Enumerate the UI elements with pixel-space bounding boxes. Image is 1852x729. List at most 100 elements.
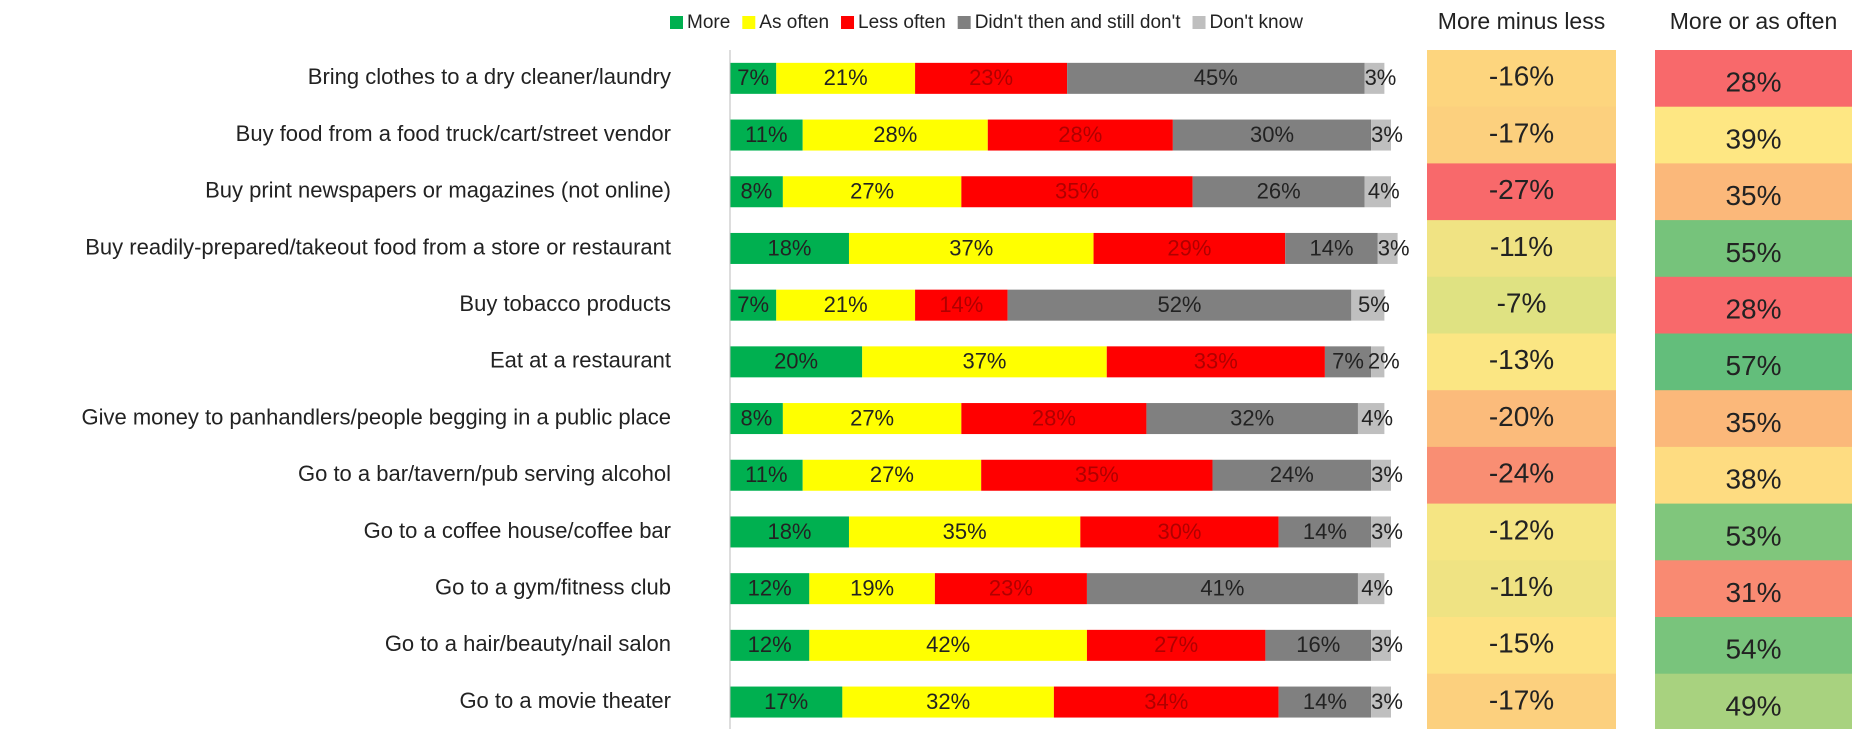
column-header: More or as often [1670,8,1837,34]
segment-label: 3% [1378,235,1410,260]
bar-segment [1086,573,1358,605]
bar-segment [802,119,988,151]
cell-label: -24% [1489,458,1554,489]
category-label: Go to a bar/tavern/pub serving alcohol [298,461,671,486]
heat-cell [1655,503,1852,561]
segment-label: 18% [767,235,811,260]
segment-label: 4% [1361,405,1393,430]
category-label: Go to a movie theater [459,688,671,713]
heat-cell [1655,673,1852,729]
heat-cell [1655,446,1852,505]
bar-segment [1357,573,1385,605]
bar-segment [1278,686,1372,718]
heat-cell [1655,560,1852,618]
heat-cell [1427,220,1616,278]
segment-label: 21% [824,292,868,317]
bar-segment [730,119,803,151]
legend-label: Less often [858,12,946,33]
bar-segment [862,346,1107,378]
category-label: Go to a hair/beauty/nail salon [385,631,671,656]
bar-segment [1007,289,1352,321]
heat-cell [1427,560,1616,618]
bar-segment [1351,289,1385,321]
segment-label: 34% [1144,689,1188,714]
bar-segment [848,516,1081,548]
segment-label: 3% [1365,65,1397,90]
bar-segment [981,459,1213,491]
segment-label: 7% [737,65,769,90]
bar-segment [730,346,863,378]
cell-label: -20% [1489,401,1554,432]
bar-segment [730,176,783,208]
segment-label: 23% [969,65,1013,90]
segment-label: 14% [1309,235,1353,260]
cell-label: 57% [1725,350,1781,381]
segment-label: 27% [850,405,894,430]
legend-swatch [742,16,756,29]
segment-label: 18% [767,519,811,544]
segment-label: 14% [1303,519,1347,544]
cell-label: 39% [1725,123,1781,154]
legend-swatch [957,16,971,29]
bar-segment [1265,629,1372,661]
bar-segment [842,686,1054,718]
bar-segment [1364,176,1391,208]
bar-segment [802,459,982,491]
bar-segment [1080,516,1279,548]
heat-cell [1427,50,1616,108]
segment-label: 30% [1250,122,1294,147]
cell-label: 35% [1725,407,1781,438]
segment-label: 24% [1270,462,1314,487]
cell-label: -17% [1489,684,1554,715]
segment-label: 4% [1361,575,1393,600]
bar-segment [1364,62,1385,94]
segment-label: 21% [824,65,868,90]
category-label: Give money to panhandlers/people begging… [81,404,671,429]
bar-segment [1371,346,1385,378]
cell-label: 38% [1725,464,1781,495]
segment-label: 28% [873,122,917,147]
category-label: Buy readily-prepared/takeout food from a… [85,234,671,259]
cell-label: 35% [1725,180,1781,211]
cell-label: -11% [1490,231,1553,262]
category-label: Buy print newspapers or magazines (not o… [205,178,671,203]
segment-label: 7% [737,292,769,317]
bar-segment [961,176,1193,208]
bar-segment [776,62,916,94]
category-label: Bring clothes to a dry cleaner/laundry [308,64,671,89]
segment-label: 3% [1371,519,1403,544]
segment-label: 37% [949,235,993,260]
cell-label: 55% [1725,237,1781,268]
bar-segment [1371,119,1391,151]
bar-segment [1172,119,1372,151]
bar-segment [915,62,1068,94]
cell-label: 53% [1725,520,1781,551]
bar-segment [915,289,1008,321]
bar-segment [1212,459,1372,491]
bar-segment [730,516,849,548]
cell-label: -17% [1489,117,1554,148]
cell-label: -12% [1489,514,1554,545]
bar-segment [961,403,1147,435]
bar-segment [730,232,849,264]
cell-label: 31% [1725,577,1781,608]
cell-label: 54% [1725,634,1781,665]
bar-segment [1106,346,1325,378]
bar-segment [934,573,1087,605]
segment-label: 35% [1055,179,1099,204]
bar-segment [730,686,843,718]
heat-cell [1655,50,1852,108]
legend-swatch [670,16,683,29]
bar-segment [987,119,1173,151]
segment-label: 45% [1194,65,1238,90]
segment-label: 19% [850,575,894,600]
bar-segment [782,176,962,208]
segment-label: 32% [926,689,970,714]
segment-label: 23% [989,575,1033,600]
cell-label: 28% [1725,294,1781,325]
segment-label: 11% [745,462,787,487]
segment-label: 16% [1296,632,1340,657]
cell-label: -7% [1497,288,1547,319]
legend-label: As often [759,12,829,33]
segment-label: 33% [1194,349,1238,374]
